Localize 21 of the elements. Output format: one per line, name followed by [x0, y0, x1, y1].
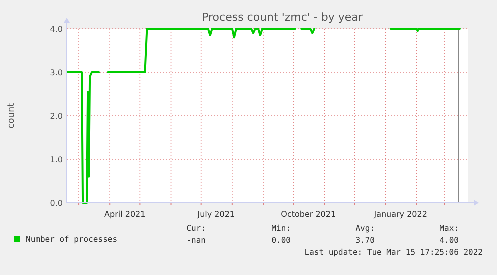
text: Last update: Tue Mar 15 17:25:06 2022 — [304, 248, 484, 257]
text: -nan — [186, 236, 206, 245]
y-tick-label: 0.0 — [50, 199, 63, 208]
text: 3.70 — [356, 236, 376, 245]
y-tick-label: 1.0 — [50, 156, 63, 164]
text: Max: — [440, 224, 459, 233]
x-tick-label: July 2021 — [196, 210, 236, 219]
text: Min: — [272, 224, 291, 233]
y-axis-title: count — [7, 102, 17, 129]
chart-title: Process count 'zmc' - by year — [202, 11, 364, 24]
y-tick-label: 3.0 — [50, 68, 63, 78]
x-tick-label: January 2022 — [373, 210, 428, 219]
y-tick-label: 2.0 — [50, 112, 63, 121]
legend-label: Number of processes — [26, 235, 118, 244]
text: 0.00 — [272, 236, 292, 245]
text: 4.00 — [440, 236, 460, 245]
text: Cur: — [186, 224, 206, 233]
x-tick-label: April 2021 — [104, 210, 146, 219]
y-tick-label: 4.0 — [50, 25, 63, 34]
text: Avg: — [356, 224, 375, 233]
x-tick-label: October 2021 — [281, 210, 336, 219]
